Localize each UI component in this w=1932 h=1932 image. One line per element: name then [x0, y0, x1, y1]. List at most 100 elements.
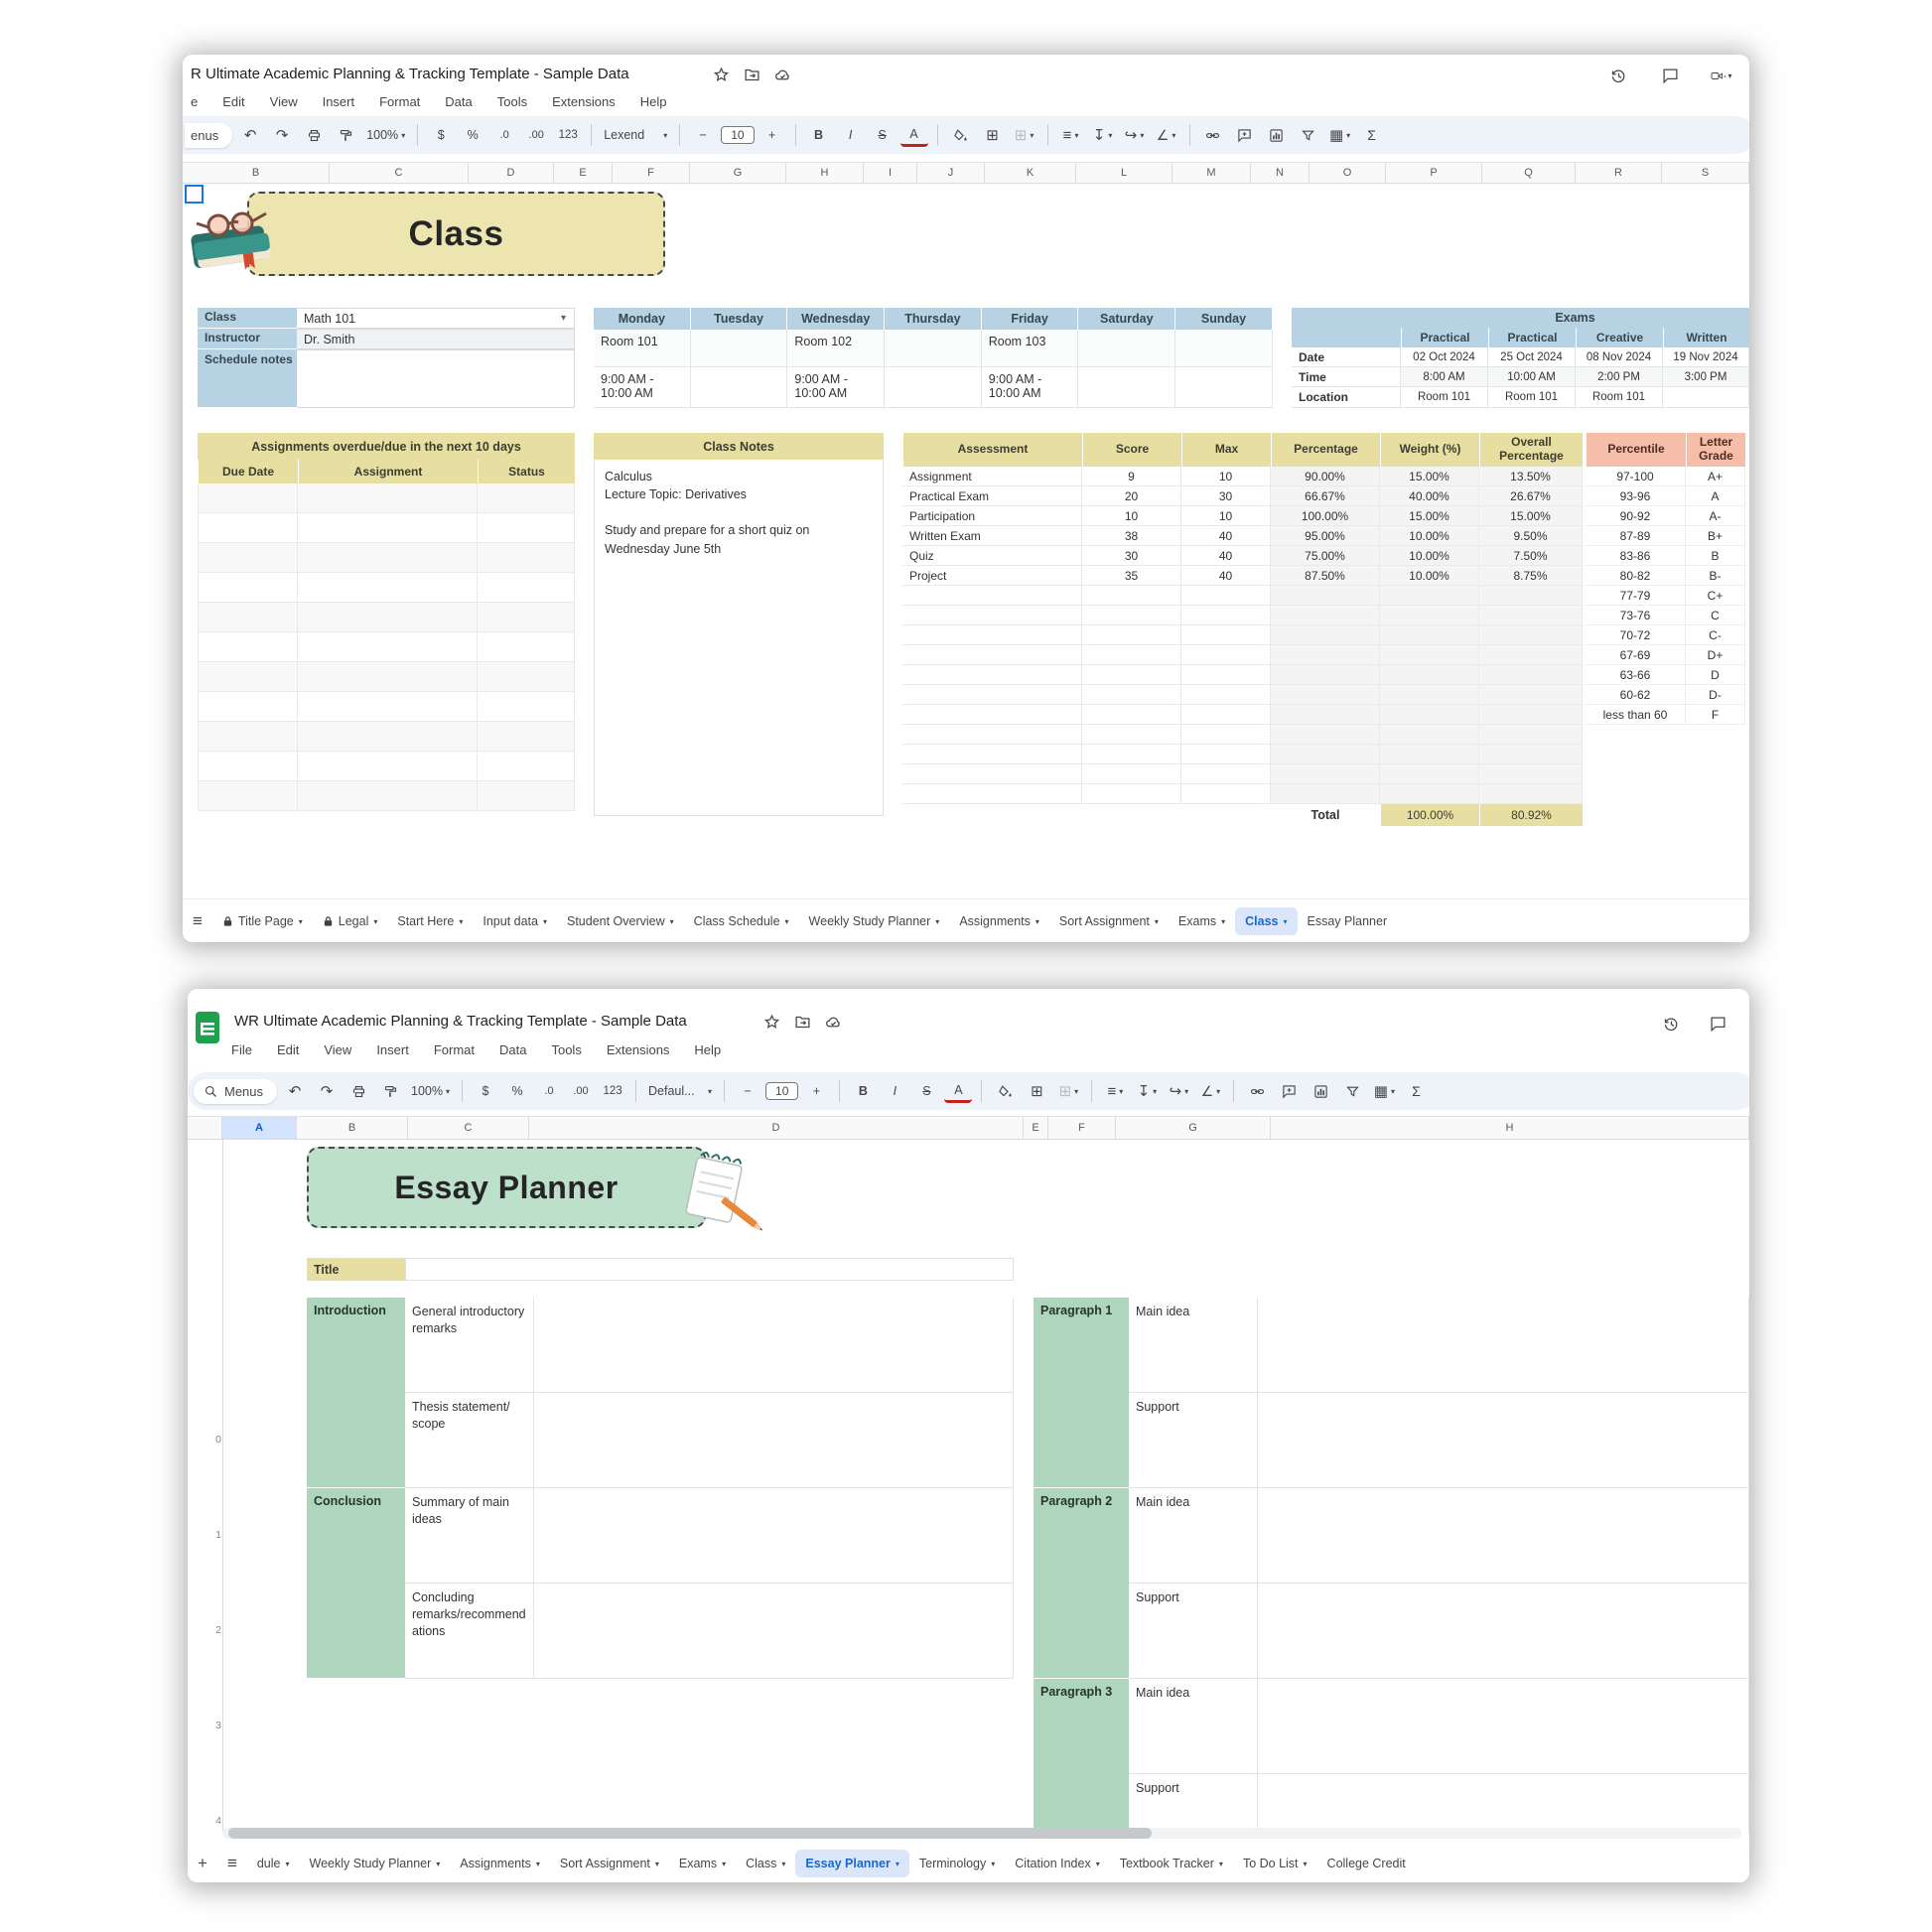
assessment-empty-cell[interactable]	[1181, 606, 1271, 625]
assignments-empty-cell[interactable]	[478, 543, 575, 573]
column-header-A[interactable]: A	[222, 1117, 297, 1139]
column-header-O[interactable]: O	[1310, 163, 1386, 183]
column-header-E[interactable]: E	[554, 163, 613, 183]
chevron-down-icon[interactable]: ▾	[654, 1859, 659, 1868]
grade-cell[interactable]: 90-92	[1586, 506, 1686, 526]
grade-cell[interactable]: less than 60	[1586, 705, 1686, 725]
essay-section-label[interactable]: Paragraph 2	[1034, 1488, 1129, 1679]
assessment-cell[interactable]: 30	[1082, 546, 1181, 566]
exam-value-cell[interactable]: Room 101	[1576, 387, 1663, 408]
chevron-down-icon[interactable]: ▾	[373, 916, 378, 926]
class-info-label[interactable]: Schedule notes	[198, 349, 297, 408]
chevron-down-icon[interactable]: ▾	[1303, 1859, 1308, 1868]
toolbar-print-icon[interactable]	[345, 1078, 372, 1104]
assessment-empty-cell[interactable]	[1181, 725, 1271, 745]
assessment-empty-cell[interactable]	[1181, 784, 1271, 804]
grade-cell[interactable]: 83-86	[1586, 546, 1686, 566]
assessment-cell[interactable]: 35	[1082, 566, 1181, 586]
toolbar-increase-font-size[interactable]: +	[759, 122, 786, 148]
assessment-cell[interactable]: 75.00%	[1271, 546, 1380, 566]
column-header-H[interactable]: H	[1271, 1117, 1749, 1139]
assignments-empty-cell[interactable]	[298, 662, 478, 692]
assignments-empty-cell[interactable]	[298, 603, 478, 632]
row-header[interactable]: 2	[215, 1624, 221, 1636]
essay-title-label[interactable]: Title	[307, 1258, 405, 1281]
exam-value-cell[interactable]	[1663, 387, 1749, 408]
chevron-down-icon[interactable]: ▾	[781, 1859, 786, 1868]
assessment-cell[interactable]: 40.00%	[1380, 486, 1479, 506]
toolbar-currency-format[interactable]: $	[427, 122, 455, 148]
toolbar-insert-comment-icon[interactable]	[1275, 1078, 1303, 1104]
assessment-empty-cell[interactable]	[1479, 625, 1583, 645]
menu-extensions[interactable]: Extensions	[552, 93, 616, 109]
assignments-empty-cell[interactable]	[298, 781, 478, 811]
assessment-empty-cell[interactable]	[1479, 685, 1583, 705]
all-sheets-menu[interactable]: ≡	[226, 1854, 237, 1872]
sheet-tab-assignments[interactable]: Assignments ▾	[949, 907, 1049, 935]
menu-data[interactable]: Data	[445, 93, 473, 109]
essay-title-input[interactable]	[405, 1258, 1014, 1281]
grade-cell[interactable]: B+	[1686, 526, 1745, 546]
schedule-time-cell[interactable]	[885, 367, 982, 408]
toolbar-text-rotation[interactable]: ∠ ▾	[1196, 1078, 1224, 1104]
essay-item-content[interactable]	[1258, 1774, 1749, 1834]
toolbar-merge-cells[interactable]: ⊞ ▾	[1011, 122, 1038, 148]
assessment-cell[interactable]: 38	[1082, 526, 1181, 546]
grade-cell[interactable]: 60-62	[1586, 685, 1686, 705]
grade-cell[interactable]: D+	[1686, 645, 1745, 665]
star-icon[interactable]	[760, 1011, 782, 1033]
schedule-time-cell[interactable]: 9:00 AM - 10:00 AM	[981, 367, 1079, 408]
grade-cell[interactable]: 93-96	[1586, 486, 1686, 506]
essay-item-label[interactable]: Main idea	[1129, 1679, 1258, 1774]
grade-cell[interactable]: 63-66	[1586, 665, 1686, 685]
column-header-rows[interactable]	[188, 1117, 222, 1139]
exam-row-label[interactable]: Location	[1292, 387, 1401, 408]
assignments-empty-cell[interactable]	[198, 603, 298, 632]
toolbar-font-select[interactable]: Defaul... ▾	[645, 1078, 715, 1104]
assessment-empty-cell[interactable]	[1479, 725, 1583, 745]
dropdown-arrow-icon[interactable]: ▾	[560, 313, 566, 324]
chevron-down-icon[interactable]: ▾	[535, 1859, 540, 1868]
font-size-value[interactable]: 10	[765, 1082, 799, 1100]
column-header-D[interactable]: D	[469, 163, 554, 183]
sheet-tab-weekly-study-planner[interactable]: Weekly Study Planner ▾	[799, 907, 950, 935]
toolbar-table-views[interactable]: ▦ ▾	[1370, 1078, 1398, 1104]
menu-format[interactable]: Format	[379, 93, 421, 109]
assessment-cell[interactable]: Assignment	[902, 467, 1082, 486]
assessment-empty-cell[interactable]	[1479, 586, 1583, 606]
toolbar-insert-link-icon[interactable]	[1243, 1078, 1271, 1104]
star-icon[interactable]	[710, 64, 732, 85]
exam-row-label[interactable]: Date	[1292, 347, 1401, 367]
assessment-empty-cell[interactable]	[1181, 685, 1271, 705]
grade-cell[interactable]: 87-89	[1586, 526, 1686, 546]
chevron-down-icon[interactable]: ▾	[1154, 916, 1159, 926]
assignments-col-header[interactable]: Due Date	[198, 460, 298, 483]
assessment-empty-cell[interactable]	[1181, 625, 1271, 645]
version-history-icon[interactable]	[1607, 65, 1629, 86]
grade-cell[interactable]: D	[1686, 665, 1745, 685]
grade-cell[interactable]: 97-100	[1586, 467, 1686, 486]
schedule-room-cell[interactable]	[885, 330, 982, 367]
exam-value-cell[interactable]: Room 101	[1488, 387, 1576, 408]
assessment-empty-cell[interactable]	[1181, 705, 1271, 725]
assessment-empty-cell[interactable]	[1380, 784, 1479, 804]
chevron-down-icon[interactable]: ▾	[991, 1859, 996, 1868]
essay-section-label[interactable]: Paragraph 3	[1034, 1679, 1129, 1834]
grade-cell[interactable]: 77-79	[1586, 586, 1686, 606]
toolbar-paint-format-icon[interactable]	[332, 122, 359, 148]
sheet-tab-essay-planner[interactable]: Essay Planner	[1298, 907, 1398, 935]
assessment-cell[interactable]: 10	[1181, 467, 1271, 486]
assignments-empty-cell[interactable]	[478, 632, 575, 662]
grade-cell[interactable]: F	[1686, 705, 1745, 725]
class-notes-body[interactable]: Calculus Lecture Topic: Derivatives Stud…	[594, 460, 884, 816]
toolbar-redo-icon[interactable]: ↷	[268, 122, 296, 148]
chevron-down-icon[interactable]: ▾	[722, 1859, 727, 1868]
column-header-S[interactable]: S	[1662, 163, 1749, 183]
assignments-empty-cell[interactable]	[298, 632, 478, 662]
grade-cell[interactable]: 73-76	[1586, 606, 1686, 625]
toolbar-percent-format[interactable]: %	[459, 122, 486, 148]
assessment-cell[interactable]: 10.00%	[1380, 526, 1479, 546]
chevron-down-icon[interactable]: ▾	[285, 1859, 290, 1868]
column-header-J[interactable]: J	[917, 163, 985, 183]
column-header-N[interactable]: N	[1251, 163, 1310, 183]
